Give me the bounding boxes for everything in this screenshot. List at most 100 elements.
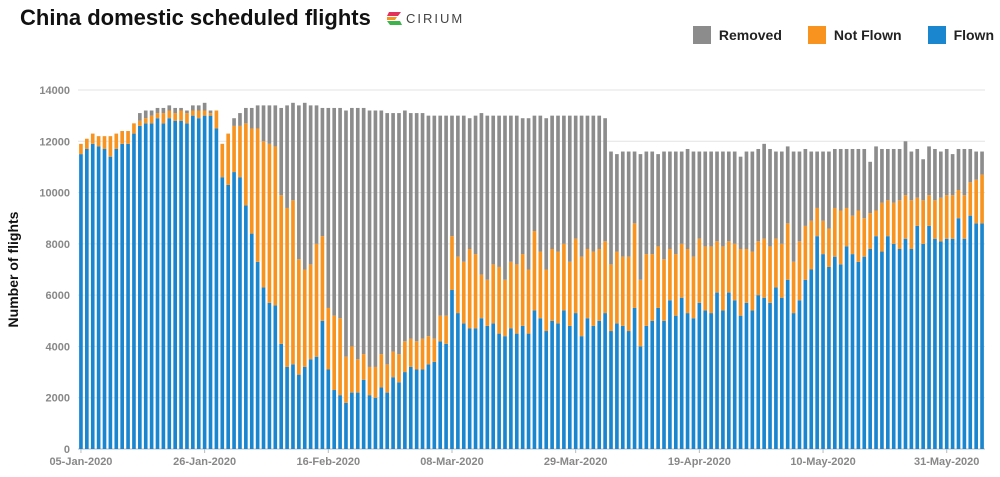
bar-flown xyxy=(532,310,537,449)
bar-not-flown xyxy=(880,202,884,252)
bar-not-flown xyxy=(491,264,496,324)
bar-removed xyxy=(732,151,737,244)
legend-label-flown: Flown xyxy=(953,27,994,43)
bar-not-flown xyxy=(379,354,384,388)
bar-not-flown xyxy=(791,261,796,314)
bar-flown xyxy=(815,236,819,449)
bar-flown xyxy=(691,318,696,449)
bar-flown xyxy=(567,325,572,449)
bar-flown xyxy=(679,297,684,449)
bar-removed xyxy=(249,107,254,129)
bar-flown xyxy=(96,146,101,449)
bar-removed xyxy=(915,148,920,198)
bar-flown xyxy=(90,143,95,449)
bar-not-flown xyxy=(844,207,849,247)
bar-not-flown xyxy=(126,131,130,144)
bar-removed xyxy=(285,105,289,208)
bar-flown xyxy=(326,369,331,449)
bar-removed xyxy=(556,115,560,252)
bar-not-flown xyxy=(202,110,207,116)
legend-item-flown: Flown xyxy=(927,26,994,44)
bar-flown xyxy=(544,331,549,449)
bar-flown xyxy=(891,243,896,449)
bar-removed xyxy=(897,148,902,201)
bar-flown xyxy=(391,377,395,449)
bar-not-flown xyxy=(721,246,725,311)
bar-flown xyxy=(856,261,861,449)
bar-flown xyxy=(191,115,195,449)
bar-flown xyxy=(373,397,378,449)
bar-flown xyxy=(950,238,955,449)
bar-not-flown xyxy=(509,261,513,329)
bar-flown xyxy=(721,310,725,449)
bar-flown xyxy=(756,295,761,449)
bar-removed xyxy=(291,102,295,201)
bar-flown xyxy=(738,315,743,449)
bar-not-flown xyxy=(238,125,242,178)
bar-removed xyxy=(426,115,431,337)
bar-removed xyxy=(161,107,166,114)
bar-removed xyxy=(238,113,242,126)
bar-removed xyxy=(803,148,808,226)
bar-removed xyxy=(703,151,708,247)
bar-removed xyxy=(697,151,702,239)
bar-removed xyxy=(279,107,284,196)
bar-removed xyxy=(308,105,313,265)
bar-not-flown xyxy=(102,136,107,149)
bar-not-flown xyxy=(944,195,949,239)
legend-label-removed: Removed xyxy=(718,27,782,43)
bar-flown xyxy=(155,118,160,450)
bar-not-flown xyxy=(450,236,454,291)
bar-flown xyxy=(350,392,354,449)
bar-removed xyxy=(332,107,337,316)
bar-not-flown xyxy=(179,110,183,121)
bar-not-flown xyxy=(927,195,931,226)
bar-not-flown xyxy=(550,248,554,321)
legend-swatch-flown xyxy=(927,26,946,44)
bar-flown xyxy=(297,374,301,449)
bar-removed xyxy=(744,151,749,249)
bar-removed xyxy=(208,110,213,114)
bar-not-flown xyxy=(573,238,578,314)
bar-flown xyxy=(909,248,914,449)
bar-flown xyxy=(709,313,713,449)
bar-not-flown xyxy=(161,113,166,124)
bar-not-flown xyxy=(473,254,478,329)
bar-not-flown xyxy=(891,202,896,244)
bar-not-flown xyxy=(620,256,625,326)
bar-removed xyxy=(721,151,725,247)
bar-removed xyxy=(673,151,678,255)
bar-removed xyxy=(450,115,454,237)
bar-not-flown xyxy=(461,261,466,324)
bar-flown xyxy=(120,143,124,449)
bar-flown xyxy=(638,346,643,449)
bar-flown xyxy=(355,392,360,449)
bar-removed xyxy=(809,151,814,221)
bar-removed xyxy=(538,115,543,252)
bar-flown xyxy=(697,302,702,449)
bar-flown xyxy=(161,123,166,449)
bar-removed xyxy=(261,105,266,142)
bar-flown xyxy=(886,236,890,449)
bar-flown xyxy=(632,307,637,449)
bar-not-flown xyxy=(668,248,672,301)
bar-removed xyxy=(255,105,260,129)
bar-flown xyxy=(403,372,407,449)
bar-flown xyxy=(939,241,943,449)
bar-flown xyxy=(644,325,649,449)
bar-removed xyxy=(850,148,855,216)
bar-flown xyxy=(603,313,607,449)
bar-not-flown xyxy=(108,136,113,157)
bar-not-flown xyxy=(615,251,619,324)
legend-label-not-flown: Not Flown xyxy=(833,27,902,43)
bar-not-flown xyxy=(444,315,448,344)
x-tick-label: 05-Jan-2020 xyxy=(49,456,112,468)
bar-not-flown xyxy=(232,125,236,173)
bar-not-flown xyxy=(697,238,702,303)
bar-not-flown xyxy=(939,197,943,242)
y-tick-label: 8000 xyxy=(46,239,70,251)
bar-not-flown xyxy=(886,200,890,237)
bar-removed xyxy=(797,151,802,242)
bar-not-flown xyxy=(297,259,301,375)
